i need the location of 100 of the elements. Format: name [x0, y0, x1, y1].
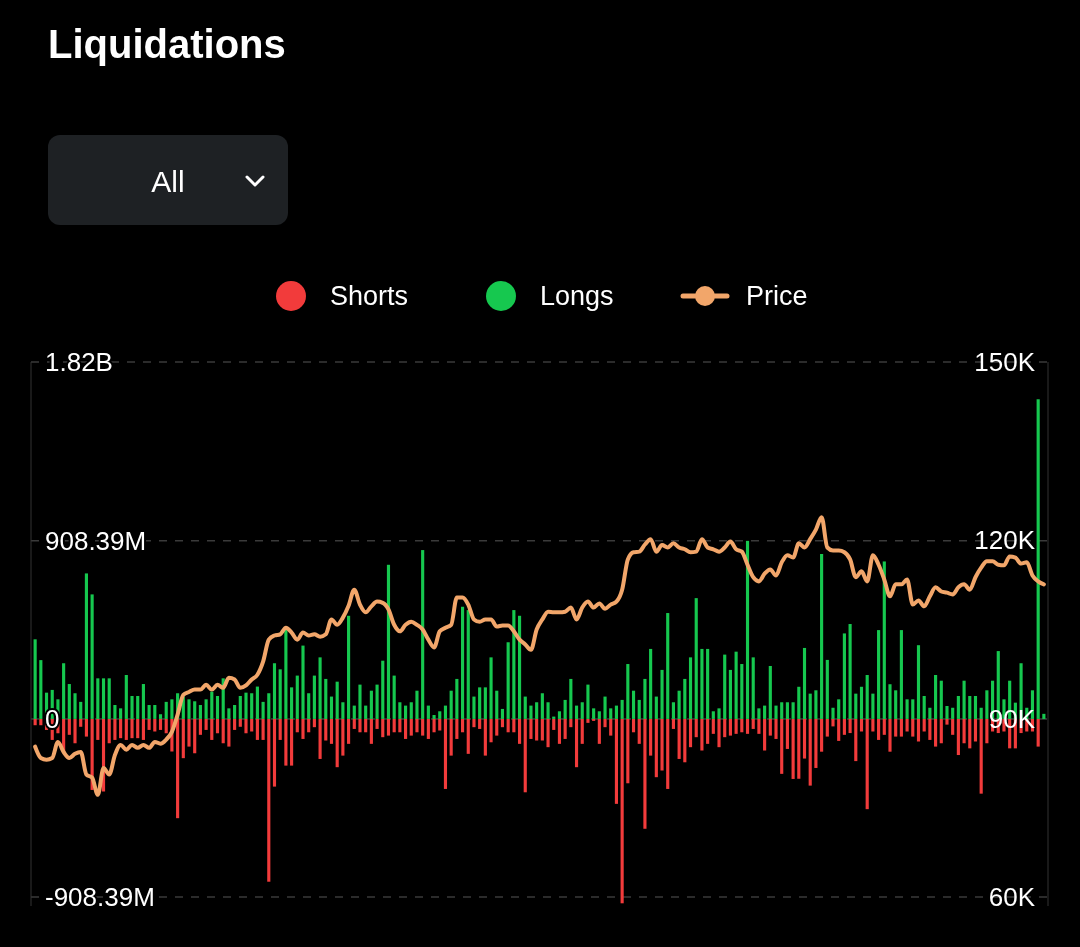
y-tick-label: 1.82B	[45, 347, 113, 378]
bar	[215, 695, 220, 719]
bar	[831, 707, 835, 719]
bar	[472, 718, 476, 728]
bar	[763, 718, 767, 751]
bar	[79, 718, 83, 727]
bar	[312, 675, 316, 719]
bar	[250, 718, 254, 732]
bar	[210, 691, 214, 719]
bar	[574, 718, 579, 768]
bar	[831, 718, 835, 727]
bar	[951, 707, 955, 719]
bar	[193, 701, 197, 719]
bar	[837, 699, 841, 719]
bar	[364, 705, 368, 719]
bar	[973, 695, 978, 719]
bar	[649, 648, 653, 719]
bar	[358, 684, 362, 719]
bar	[233, 705, 237, 719]
bar	[478, 687, 482, 719]
bar	[723, 654, 727, 719]
bar	[158, 714, 163, 719]
bar	[73, 693, 77, 719]
bar	[290, 687, 294, 719]
bar	[666, 718, 670, 789]
bar	[455, 678, 459, 719]
bar	[107, 718, 111, 744]
bar	[261, 701, 265, 719]
bar	[842, 718, 846, 735]
bar	[563, 718, 567, 739]
bar	[272, 663, 277, 719]
bar	[335, 681, 339, 719]
bar	[934, 718, 938, 747]
bar	[979, 718, 983, 794]
bar	[278, 669, 282, 719]
bar	[204, 699, 208, 719]
bar	[426, 718, 430, 739]
bar	[210, 718, 214, 740]
bar	[119, 718, 123, 739]
bar	[324, 718, 328, 741]
bar	[369, 718, 373, 744]
bar	[740, 664, 744, 719]
bar	[631, 690, 636, 719]
bar	[193, 718, 197, 754]
bar	[956, 718, 960, 756]
bar	[79, 701, 83, 719]
bar	[141, 684, 145, 719]
text: All	[151, 165, 185, 198]
bar	[101, 678, 106, 719]
bar	[666, 613, 670, 719]
bar	[341, 718, 345, 756]
bar	[278, 718, 282, 740]
bar	[415, 718, 419, 733]
bar	[136, 718, 140, 739]
bar	[877, 630, 881, 719]
bar	[290, 718, 294, 766]
bar	[956, 695, 960, 719]
bar	[136, 695, 140, 719]
bar	[512, 610, 516, 719]
bar	[723, 718, 727, 738]
bar	[945, 718, 949, 725]
bar	[597, 718, 601, 744]
bar	[347, 615, 351, 719]
bar	[67, 718, 71, 735]
bar	[552, 718, 556, 730]
bar	[751, 718, 755, 729]
bar	[922, 718, 926, 732]
bar	[888, 718, 892, 752]
bar	[985, 690, 989, 719]
legend-label: Price	[746, 281, 808, 312]
bar	[688, 718, 693, 748]
bar	[500, 718, 505, 728]
bar	[358, 718, 362, 733]
bar	[466, 610, 470, 719]
bar	[728, 718, 732, 736]
bar	[386, 564, 391, 719]
bar	[409, 702, 413, 719]
bar	[398, 718, 402, 733]
bar	[706, 648, 710, 719]
bar	[381, 660, 385, 719]
bar	[455, 718, 459, 739]
bar	[734, 651, 738, 719]
bar	[916, 718, 921, 742]
bar	[700, 718, 704, 751]
bar	[352, 705, 356, 719]
bar	[147, 718, 151, 730]
bar	[73, 718, 77, 744]
bar	[985, 718, 989, 744]
bar	[489, 657, 493, 719]
bar	[517, 615, 522, 719]
bar	[461, 718, 465, 733]
bar	[540, 718, 544, 741]
bar	[478, 718, 482, 729]
bar	[569, 678, 573, 719]
bar	[261, 718, 265, 740]
bar	[968, 718, 972, 749]
legend-label: Shorts	[330, 281, 409, 312]
bar	[740, 718, 744, 733]
bar	[329, 696, 334, 719]
bar	[614, 718, 618, 804]
